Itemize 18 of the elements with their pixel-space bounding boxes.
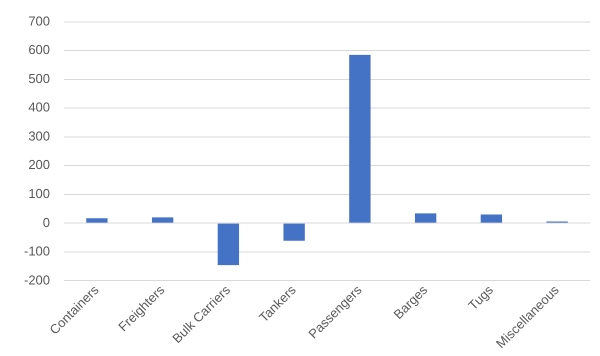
y-tick-label: 600: [28, 42, 50, 58]
bar: [152, 217, 174, 223]
y-tick-label: -100: [24, 244, 50, 259]
y-tick-label: 0: [42, 214, 50, 230]
y-tick-label: 400: [28, 100, 50, 115]
bar: [480, 214, 502, 223]
y-tick-label: 100: [28, 186, 50, 201]
y-tick-label: 200: [28, 157, 50, 172]
bar: [414, 213, 436, 223]
y-tick-label: 300: [28, 128, 50, 144]
y-tick-label: 700: [28, 13, 50, 28]
bar: [218, 224, 240, 266]
x-tick-label: Tugs: [465, 282, 496, 313]
bar: [349, 54, 371, 223]
bar: [283, 224, 305, 241]
y-tick-label: 500: [28, 70, 50, 86]
bar: [86, 218, 108, 223]
y-tick-label: -200: [24, 272, 50, 288]
